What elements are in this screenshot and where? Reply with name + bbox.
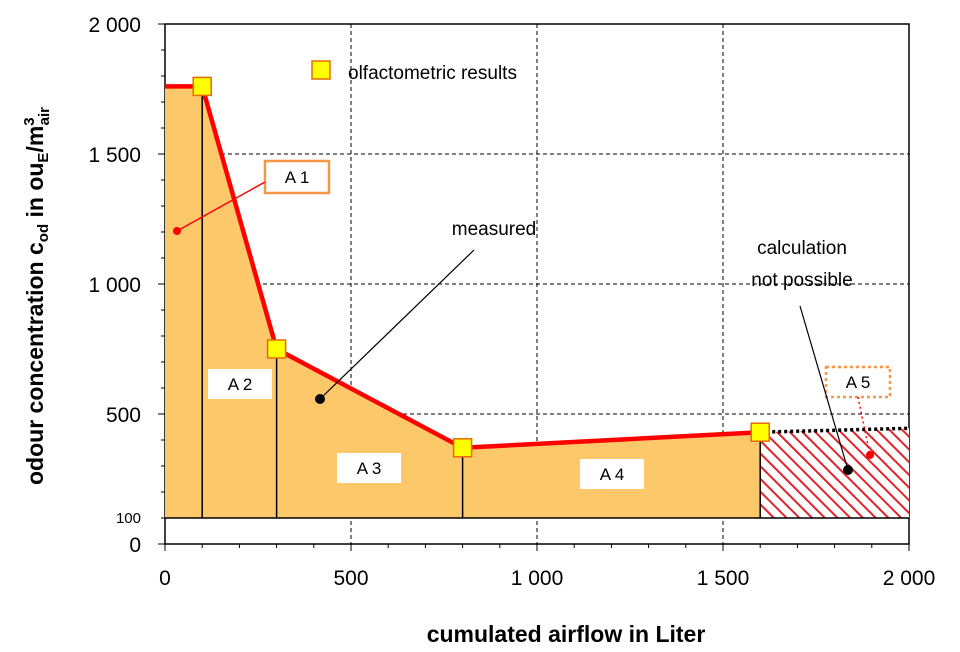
x-tick-label-1500: 1 500 — [697, 567, 750, 590]
x-tick-label-1000: 1 000 — [511, 567, 564, 590]
a1-leader-line — [176, 181, 266, 232]
y-title-sup-3: 3 — [21, 117, 38, 125]
marker-300 — [266, 339, 287, 359]
markers — [192, 76, 770, 458]
gridlines — [165, 24, 909, 544]
annotation-calc-line1: calculation — [757, 238, 847, 259]
legend-label: olfactometric results — [348, 63, 517, 84]
area-label-a4-box — [580, 459, 644, 489]
calc-leader-dot — [843, 465, 853, 475]
area-label-a4-group: A 4 — [580, 459, 644, 489]
area-label-a5-group: A 5 — [824, 365, 892, 399]
tick-marks — [158, 23, 910, 551]
y-title-sub-od: od — [35, 224, 52, 242]
y-axis-title: odour concentration cod in ouE/m3air — [21, 107, 53, 485]
legend-marker — [311, 60, 331, 80]
area-label-a3: A 3 — [357, 459, 382, 478]
measured-area-fill — [165, 86, 761, 519]
annotation-measured: measured — [452, 219, 537, 240]
tick-labels: 0 100 500 1 000 1 500 2 000 0 500 1 000 1 500 2 00… — [88, 14, 935, 590]
extrapolated-line — [760, 426, 910, 434]
annotation-calc-line2: not possible — [751, 270, 852, 291]
area-label-a2: A 2 — [228, 375, 253, 394]
area-label-a1-group: A 1 — [263, 159, 331, 195]
extrapolated-area-fill — [760, 428, 909, 518]
y-tick-label-100: 100 — [116, 510, 141, 527]
x-tick-label-0: 0 — [159, 567, 171, 590]
y-title-pre: odour concentration c — [22, 242, 48, 485]
x-tick-label-2000: 2 000 — [883, 567, 936, 590]
area-label-a2-group: A 2 — [208, 369, 272, 399]
y-title-mid: in ou — [22, 163, 48, 224]
area-label-a1: A 1 — [285, 168, 310, 187]
marker-1600 — [750, 422, 770, 442]
marker-800 — [452, 438, 473, 458]
area-label-a1-box — [263, 159, 331, 195]
area-fills — [165, 86, 909, 519]
y-tick-label-2000: 2 000 — [88, 14, 141, 37]
area-label-a3-box — [337, 453, 401, 483]
x-tick-label-500: 500 — [333, 567, 368, 590]
calc-leader-line — [799, 305, 849, 471]
area-label-a4: A 4 — [600, 465, 625, 484]
area-label-a2-box — [208, 369, 272, 399]
a1-leader-dot — [173, 227, 181, 235]
y-title-sub-air: air — [36, 107, 53, 126]
y-title-slash-m: /m — [22, 126, 48, 153]
a5-leader-dot — [866, 451, 874, 459]
y-tick-label-1000: 1 000 — [88, 274, 141, 297]
y-title-sub-e: E — [35, 153, 52, 163]
area-label-a5: A 5 — [846, 373, 871, 392]
area-label-a5-box — [824, 365, 892, 399]
measured-leader-dot — [315, 394, 325, 404]
drop-lines — [201, 86, 761, 518]
x-axis-title: cumulated airflow in Liter — [427, 621, 706, 647]
marker-100 — [192, 76, 212, 97]
measured-leader-line — [319, 249, 475, 400]
y-tick-label-1500: 1 500 — [88, 144, 141, 167]
y-tick-label-0: 0 — [129, 534, 141, 557]
area-label-a3-group: A 3 — [337, 453, 401, 483]
y-tick-label-500: 500 — [106, 404, 141, 427]
